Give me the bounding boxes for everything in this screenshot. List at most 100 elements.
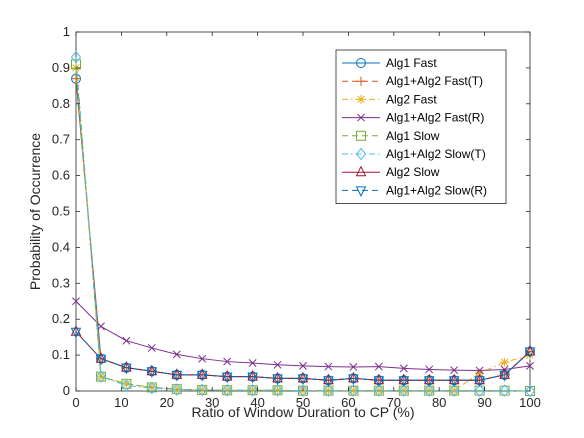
legend-marker bbox=[356, 94, 366, 104]
data-point bbox=[171, 383, 182, 396]
x-axis-ticks: 0 10 20 30 40 50 60 70 80 90 100 bbox=[72, 32, 541, 410]
data-point bbox=[398, 373, 410, 385]
y-tick-label: 0.2 bbox=[52, 311, 70, 326]
data-point bbox=[196, 370, 208, 382]
x-tick-label: 0 bbox=[72, 395, 79, 410]
data-point bbox=[374, 362, 383, 371]
data-point bbox=[424, 384, 435, 397]
y-axis-label: Probability of Occurrence bbox=[27, 133, 43, 290]
legend-marker bbox=[355, 147, 367, 161]
y-tick-label: 0 bbox=[63, 383, 70, 398]
data-point bbox=[122, 336, 131, 345]
x-tick-label: 80 bbox=[432, 395, 446, 410]
legend-label: Alg1 Slow bbox=[386, 129, 440, 143]
data-point bbox=[121, 363, 132, 375]
data-point bbox=[323, 376, 334, 387]
data-point bbox=[373, 384, 384, 397]
data-point bbox=[449, 384, 460, 397]
legend-item: Alg1+Alg2 Slow(R) bbox=[342, 183, 487, 197]
data-point bbox=[450, 366, 459, 375]
data-point bbox=[171, 370, 183, 382]
series-line bbox=[75, 57, 531, 392]
data-point bbox=[398, 376, 410, 387]
x-tick-label: 60 bbox=[341, 395, 355, 410]
legend-item: Alg1 Slow bbox=[342, 129, 440, 143]
data-point bbox=[348, 371, 359, 383]
x-tick-label: 70 bbox=[387, 395, 401, 410]
data-point bbox=[297, 371, 309, 383]
x-tick-label: 20 bbox=[160, 395, 174, 410]
data-point bbox=[221, 370, 233, 381]
data-point bbox=[121, 379, 132, 392]
data-point bbox=[248, 359, 257, 367]
legend-label: Alg1+Alg2 Slow(R) bbox=[386, 183, 487, 197]
y-tick-label: 0.8 bbox=[52, 96, 70, 111]
data-point bbox=[222, 383, 233, 397]
data-point bbox=[474, 384, 485, 397]
data-point bbox=[272, 371, 283, 383]
series-line bbox=[75, 64, 531, 392]
data-point bbox=[70, 327, 82, 339]
legend-item: Alg2 Fast bbox=[342, 92, 437, 106]
data-point bbox=[425, 365, 434, 374]
series-alg1-alg2-slow-r bbox=[70, 327, 536, 387]
x-tick-label: 40 bbox=[250, 395, 264, 410]
data-point bbox=[272, 374, 283, 386]
y-tick-label: 0.1 bbox=[52, 347, 70, 362]
legend-label: Alg1 Fast bbox=[386, 56, 437, 70]
legend-label: Alg1+Alg2 Fast(T) bbox=[386, 74, 483, 88]
x-tick-label: 30 bbox=[205, 395, 219, 410]
data-point bbox=[373, 373, 385, 385]
legend-box bbox=[335, 49, 507, 205]
data-point bbox=[95, 354, 107, 366]
data-point bbox=[146, 381, 157, 395]
y-tick-label: 0.3 bbox=[52, 275, 70, 290]
y-tick-label: 0.5 bbox=[52, 204, 70, 219]
y-tick-label: 0.4 bbox=[52, 239, 70, 254]
data-point bbox=[299, 361, 307, 370]
x-tick-label: 50 bbox=[296, 395, 310, 410]
data-point bbox=[526, 361, 534, 370]
legend-label: Alg2 Fast bbox=[386, 92, 437, 106]
x-tick-label: 100 bbox=[519, 395, 541, 410]
data-point bbox=[70, 50, 82, 64]
legend-label: Alg2 Slow bbox=[386, 165, 440, 179]
data-point bbox=[524, 384, 536, 398]
y-tick-label: 0.9 bbox=[52, 60, 70, 75]
legend-item: Alg2 Slow bbox=[342, 165, 440, 179]
legend-label: Alg1+Alg2 Fast(R) bbox=[386, 111, 484, 125]
data-point bbox=[499, 384, 510, 397]
data-point bbox=[71, 74, 81, 84]
data-point bbox=[247, 383, 258, 397]
data-point bbox=[499, 370, 510, 382]
data-point bbox=[448, 373, 460, 385]
legend-marker bbox=[356, 130, 366, 141]
data-point bbox=[273, 360, 282, 369]
legend-item: Alg1+Alg2 Slow(T) bbox=[342, 147, 486, 161]
data-point bbox=[500, 357, 510, 367]
data-point bbox=[146, 364, 158, 376]
legend-marker bbox=[357, 113, 365, 122]
data-point bbox=[398, 384, 409, 397]
data-point bbox=[423, 376, 435, 387]
data-point bbox=[297, 384, 309, 397]
y-tick-label: 1 bbox=[63, 24, 70, 39]
data-point bbox=[373, 376, 385, 387]
legend-marker bbox=[355, 186, 367, 198]
data-point bbox=[475, 368, 485, 378]
legend-marker bbox=[356, 58, 366, 68]
series-layer bbox=[70, 50, 536, 398]
legend-marker bbox=[356, 76, 366, 86]
data-point bbox=[324, 362, 333, 371]
data-point bbox=[247, 370, 258, 381]
data-point bbox=[197, 383, 208, 397]
y-axis-ticks: 0 0.1 0.2 0.3 0.4 0.5 0.6 0.7 0.8 0.9 1 bbox=[52, 24, 530, 398]
data-point bbox=[121, 379, 131, 389]
data-point bbox=[172, 350, 181, 359]
data-point bbox=[196, 368, 208, 379]
x-axis-label: Ratio of Window Duration to CP (%) bbox=[191, 404, 414, 420]
data-point bbox=[399, 364, 408, 373]
y-tick-label: 0.7 bbox=[52, 132, 70, 147]
legend-item: Alg1+Alg2 Fast(R) bbox=[342, 111, 484, 125]
